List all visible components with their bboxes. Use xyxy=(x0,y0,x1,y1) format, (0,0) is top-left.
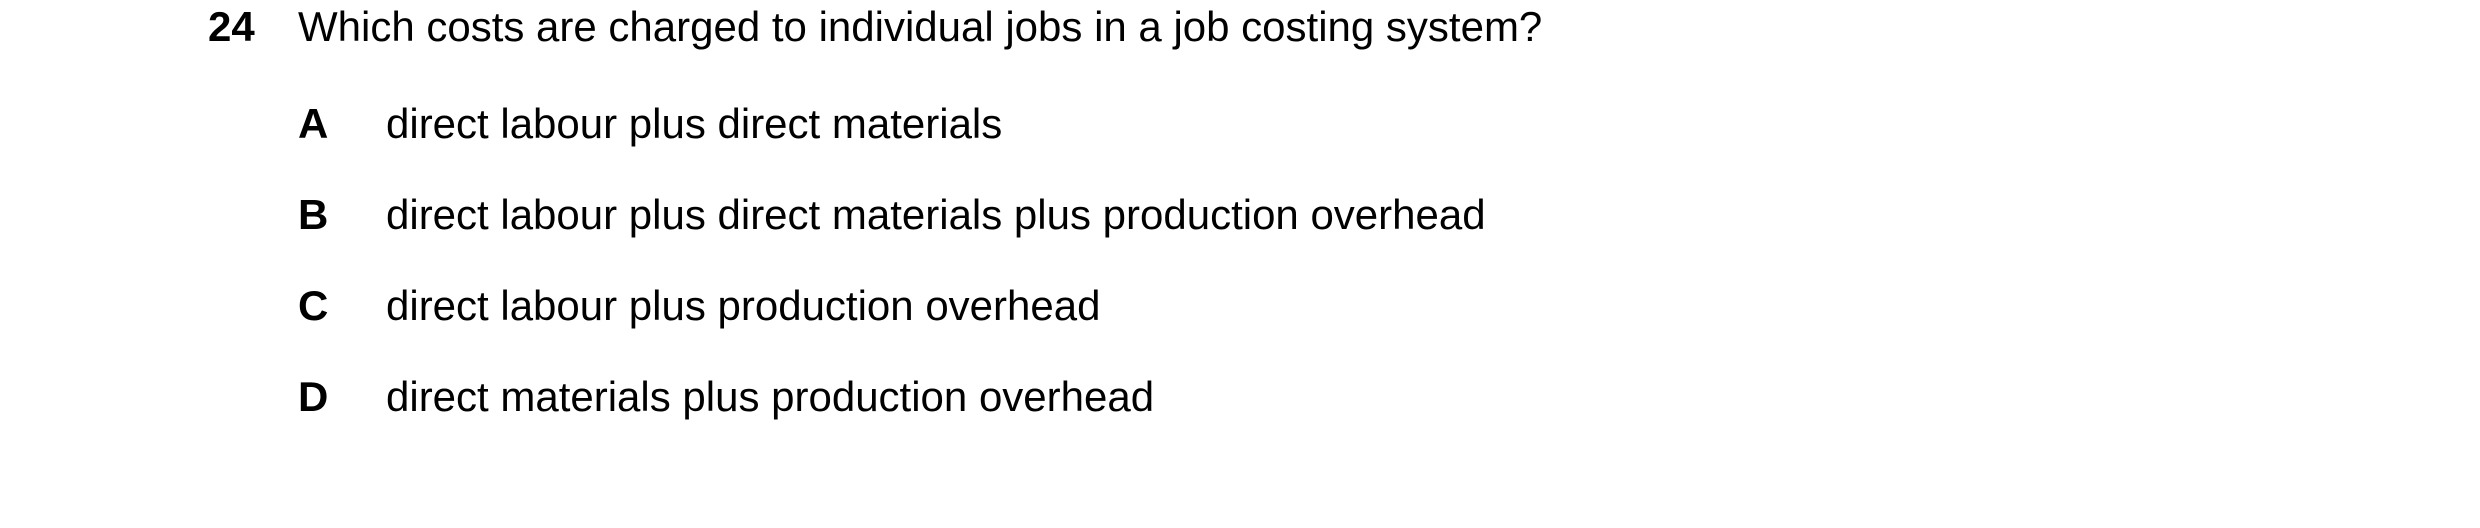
option-letter: B xyxy=(298,191,329,238)
option-text: direct labour plus direct materials plus… xyxy=(386,191,1486,238)
option-letter: A xyxy=(298,100,329,147)
option-text: direct labour plus production overhead xyxy=(386,282,1101,329)
option-d[interactable]: D direct materials plus production overh… xyxy=(298,372,2298,422)
option-letter: D xyxy=(298,373,329,420)
option-text: direct labour plus direct materials xyxy=(386,100,1003,147)
option-c[interactable]: C direct labour plus production overhead xyxy=(298,281,2298,331)
option-letter: C xyxy=(298,282,329,329)
option-a[interactable]: A direct labour plus direct materials xyxy=(298,99,2298,149)
option-text: direct materials plus production overhea… xyxy=(386,373,1155,420)
option-b[interactable]: B direct labour plus direct materials pl… xyxy=(298,190,2298,240)
question-text: Which costs are charged to individual jo… xyxy=(298,3,1543,50)
question-number: 24 xyxy=(208,3,255,50)
